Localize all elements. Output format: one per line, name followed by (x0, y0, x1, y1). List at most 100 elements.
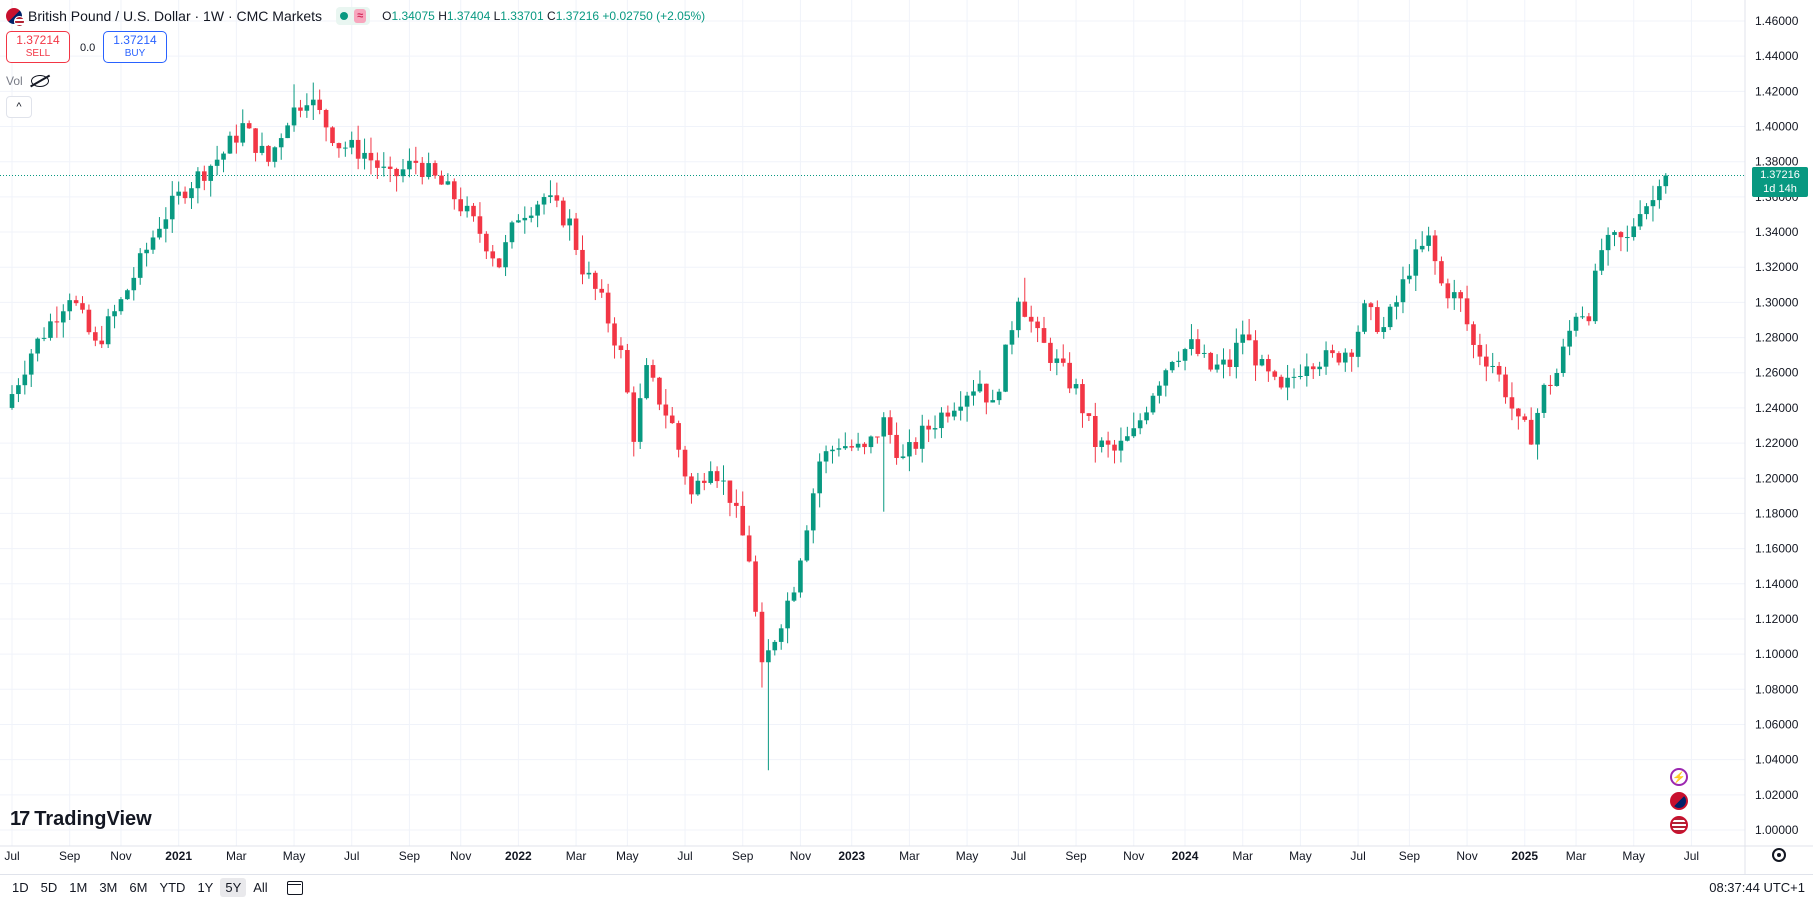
candle-body (439, 175, 444, 185)
candle-body (734, 502, 739, 506)
lightning-icon[interactable]: ⚡ (1670, 768, 1688, 786)
change-value: +0.02750 (+2.05%) (602, 9, 706, 23)
candle-body (881, 417, 887, 437)
candle-body (1592, 270, 1598, 322)
range-1y[interactable]: 1Y (197, 880, 214, 895)
range-1d[interactable]: 1D (12, 880, 29, 895)
candle-body (977, 383, 983, 392)
x-tick-label: Jul (1350, 849, 1365, 863)
candle-body (343, 147, 348, 149)
visibility-off-icon[interactable] (30, 75, 49, 87)
last-price-value: 1.37216 (1760, 169, 1800, 182)
candle-body (746, 535, 752, 562)
candle-body (1580, 316, 1585, 318)
y-tick-label: 1.34000 (1755, 225, 1799, 239)
x-tick-label: Mar (1232, 849, 1253, 863)
range-5d[interactable]: 5D (40, 880, 58, 895)
candle-body (926, 425, 931, 430)
candle-body (48, 321, 53, 338)
candle-body (1048, 342, 1053, 363)
candle-body (285, 125, 290, 139)
candle-body (894, 434, 899, 458)
y-tick-label: 1.28000 (1755, 331, 1799, 345)
chart-canvas[interactable]: 1.460001.440001.420001.400001.380001.360… (0, 0, 1813, 874)
uk-flag-icon[interactable] (1670, 792, 1688, 810)
candle-body (817, 461, 822, 494)
candle-body (843, 446, 848, 449)
range-all[interactable]: All (253, 880, 268, 895)
candle-body (60, 311, 66, 323)
clock[interactable]: 08:37:44 UTC+1 (1709, 880, 1805, 895)
candle-body (413, 160, 419, 163)
candle-body (1362, 303, 1367, 332)
candle-body (612, 323, 617, 346)
x-tick-label: May (283, 849, 306, 863)
bottom-toolbar: 1D 5D 1M 3M 6M YTD 1Y 5Y All 08:37:44 UTC+1 (0, 874, 1813, 900)
candle-body (971, 391, 976, 396)
buy-button[interactable]: 1.37214 BUY (103, 31, 167, 63)
candle-body (35, 338, 40, 354)
candle-body (548, 195, 553, 198)
candle-body (708, 471, 713, 483)
range-1m[interactable]: 1M (69, 880, 88, 895)
tradingview-logo[interactable]: 17 TradingView (10, 808, 152, 831)
candle-body (984, 383, 989, 403)
candle-body (1413, 249, 1419, 276)
candle-body (1528, 419, 1534, 445)
candle-body (830, 449, 835, 452)
price-axis[interactable]: 1.460001.440001.420001.400001.380001.360… (1744, 0, 1799, 874)
candle-body (1125, 436, 1130, 441)
candle-body (1304, 366, 1310, 377)
calendar-icon[interactable] (286, 880, 303, 895)
candle-body (618, 345, 624, 351)
candle-body (657, 377, 662, 405)
candle-body (855, 443, 861, 448)
x-tick-label: Sep (1065, 849, 1087, 863)
candle-body (560, 200, 566, 226)
settings-gear-icon[interactable] (1772, 848, 1786, 862)
us-flag-icon[interactable] (1670, 816, 1688, 834)
x-tick-label: Sep (399, 849, 421, 863)
candle-body (669, 415, 675, 424)
candle-body (1368, 303, 1374, 308)
time-axis[interactable]: Jul Sep Nov 2021 Mar May Jul Sep Nov 2022 Mar May Ju… (0, 845, 1813, 863)
events-icons: ⚡ (1670, 768, 1688, 834)
candle-body (907, 442, 912, 457)
candle-body (1349, 352, 1354, 357)
y-tick-label: 1.44000 (1755, 49, 1799, 63)
candle-body (1310, 366, 1316, 370)
candle-body (1003, 344, 1008, 392)
last-price-label: 1.37216 1d 14h (1752, 167, 1808, 198)
sell-button[interactable]: 1.37214 SELL (6, 31, 70, 63)
candle-body (516, 220, 521, 223)
candle-body (1131, 428, 1137, 437)
candle-body (1432, 235, 1438, 262)
y-tick-label: 1.02000 (1755, 788, 1799, 802)
candle-body (593, 272, 598, 289)
range-ytd[interactable]: YTD (159, 880, 186, 895)
range-6m[interactable]: 6M (129, 880, 148, 895)
candle-body (714, 471, 720, 482)
market-status-badge[interactable]: ≈ (336, 7, 371, 25)
range-5y[interactable]: 5Y (220, 878, 247, 897)
candle-body (919, 425, 925, 449)
candle-body (1022, 301, 1028, 317)
candle-body (567, 218, 572, 226)
symbol-title[interactable]: British Pound / U.S. Dollar · 1W · CMC M… (28, 8, 323, 24)
range-3m[interactable]: 3M (99, 880, 118, 895)
sell-label: SELL (25, 48, 51, 59)
candle-body (778, 628, 784, 642)
collapse-legend-button[interactable]: ^ (6, 96, 32, 118)
x-tick-label: May (616, 849, 639, 863)
candle-body (1490, 365, 1496, 367)
candle-body (1394, 302, 1399, 307)
candle-body (278, 138, 284, 148)
candle-body (1054, 358, 1060, 363)
candle-body (349, 139, 355, 148)
volume-indicator[interactable]: Vol (6, 74, 49, 88)
candle-body (913, 442, 919, 449)
buy-label: BUY (124, 48, 146, 59)
candle-body (234, 135, 239, 143)
candle-body (1137, 420, 1143, 429)
candle-body (150, 237, 156, 250)
